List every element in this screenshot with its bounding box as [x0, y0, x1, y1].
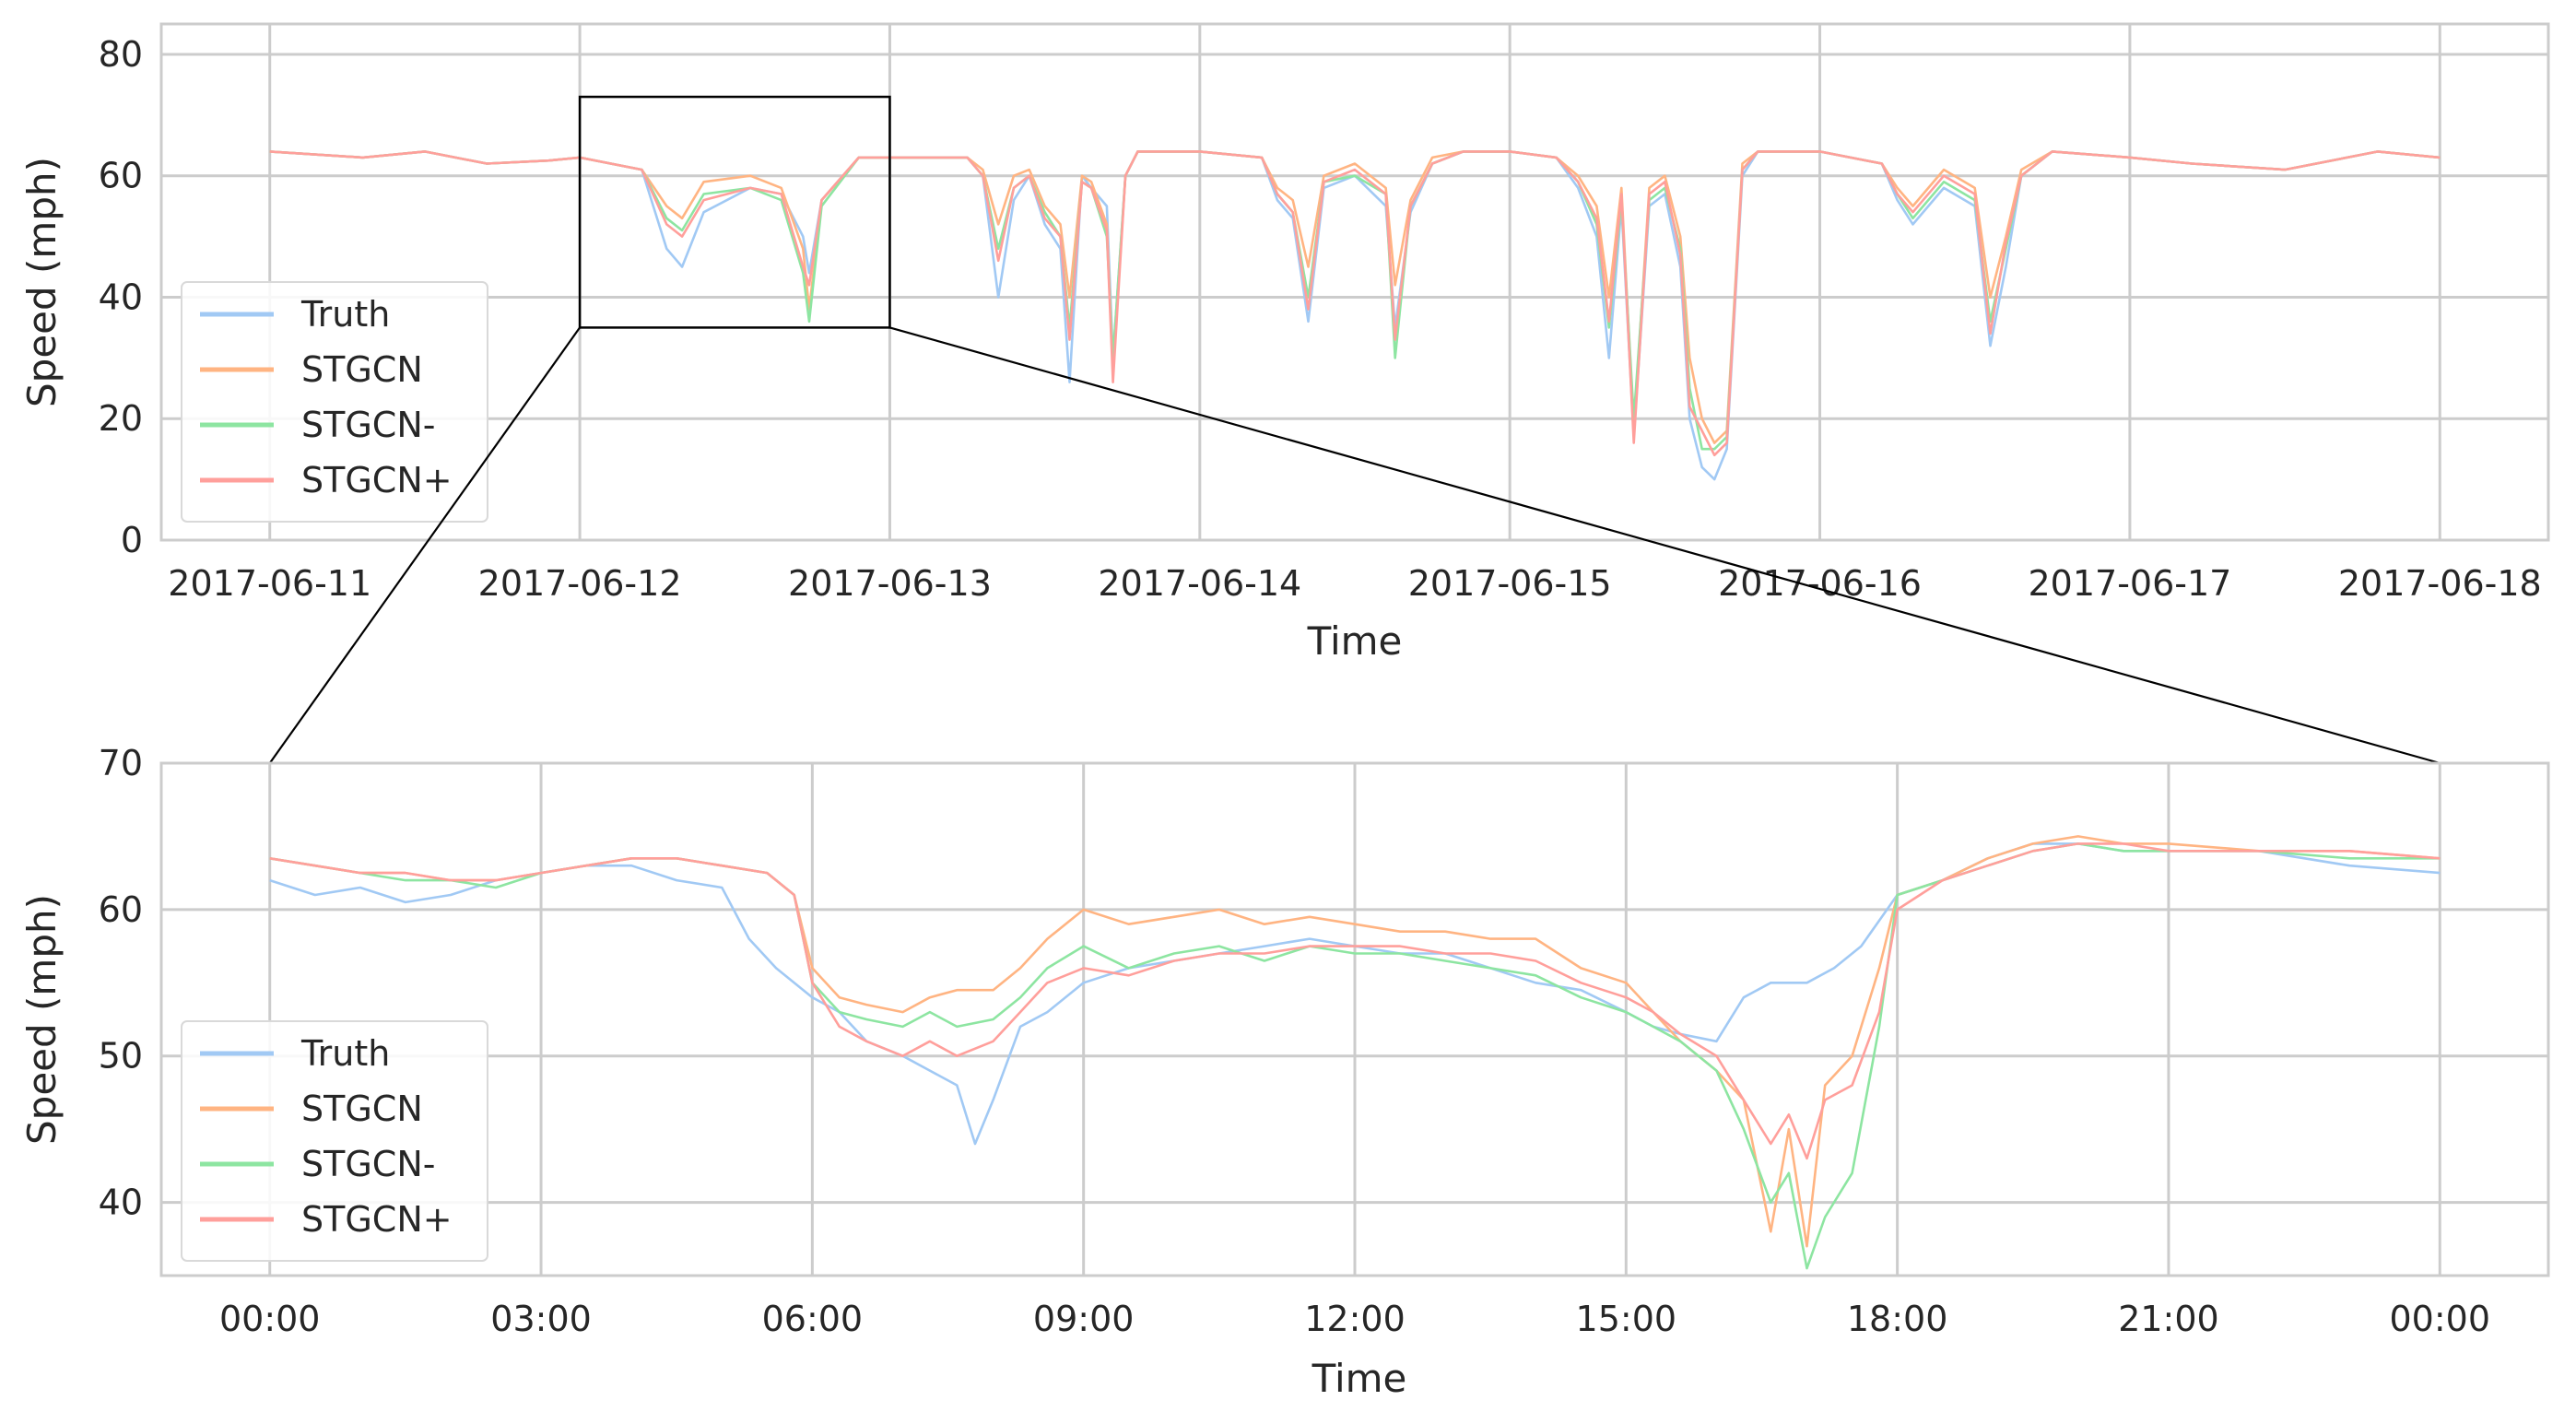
x-tick-label: 2017-06-12 — [478, 563, 682, 604]
y-tick-label: 0 — [121, 520, 143, 560]
y-tick-label: 70 — [99, 743, 143, 783]
x-tick-label: 18:00 — [1847, 1299, 1948, 1339]
y-tick-label: 60 — [99, 156, 143, 196]
zoom-y-ticks: 40 50 60 70 — [99, 743, 143, 1223]
overview-series-lines — [269, 150, 2441, 481]
legend-label: Truth — [300, 1033, 390, 1074]
legend-frame — [181, 1020, 488, 1262]
zoom-x-ticks: 00:00 03:00 06:00 09:00 12:00 15:00 18:00 21:00… — [219, 1299, 2490, 1339]
x-tick-label: 00:00 — [219, 1299, 321, 1339]
zoom-grid — [161, 761, 2548, 1276]
series-line-stgcn- — [269, 842, 2441, 1160]
x-tick-label: 2017-06-11 — [168, 563, 371, 604]
series-line-stgcn — [269, 150, 2441, 444]
zoom-connector-lines — [268, 326, 2441, 765]
legend-label: STGCN- — [301, 1144, 435, 1184]
x-tick-label: 2017-06-14 — [1098, 563, 1301, 604]
zoom-legend: Truth STGCN STGCN- STGCN+ — [181, 1020, 488, 1262]
legend-frame — [181, 281, 488, 523]
zoom-panel: 40 50 60 70 00:00 03:00 06:00 09:00 12:00 15:00 1… — [19, 743, 2550, 1401]
overview-y-ticks: 0 20 40 60 80 — [99, 34, 143, 560]
series-line-stgcn- — [269, 150, 2441, 451]
y-tick-label: 60 — [99, 889, 143, 930]
zoom-x-axis-label: Time — [1312, 1356, 1407, 1401]
legend-label: STGCN+ — [301, 1199, 453, 1240]
overview-y-axis-label: Speed (mph) — [19, 157, 65, 407]
overview-panel: 0 20 40 60 80 2017-06-11 2017-06-12 2017-06-13… — [19, 22, 2550, 664]
x-tick-label: 2017-06-15 — [1408, 563, 1612, 604]
legend-label: STGCN — [301, 349, 423, 390]
x-tick-label: 00:00 — [2390, 1299, 2491, 1339]
x-tick-label: 12:00 — [1304, 1299, 1406, 1339]
legend-label: Truth — [300, 294, 390, 335]
x-tick-label: 21:00 — [2118, 1299, 2219, 1339]
x-tick-label: 06:00 — [762, 1299, 864, 1339]
y-tick-label: 20 — [99, 398, 143, 439]
overview-plot-frame — [159, 22, 2550, 542]
overview-x-ticks: 2017-06-11 2017-06-12 2017-06-13 2017-06-14… — [168, 563, 2541, 604]
overview-grid — [161, 24, 2548, 542]
y-tick-label: 40 — [99, 1183, 143, 1223]
zoom-plot-frame — [159, 761, 2550, 1277]
x-tick-label: 15:00 — [1576, 1299, 1677, 1339]
x-tick-label: 2017-06-18 — [2338, 563, 2542, 604]
connector-left — [268, 326, 581, 764]
x-tick-label: 2017-06-13 — [788, 563, 992, 604]
zoom-y-axis-label: Speed (mph) — [19, 894, 65, 1145]
x-tick-label: 2017-06-17 — [2028, 563, 2231, 604]
x-tick-label: 09:00 — [1033, 1299, 1135, 1339]
y-tick-label: 80 — [99, 34, 143, 75]
legend-label: STGCN+ — [301, 460, 453, 500]
series-line-stgcn- — [269, 150, 2441, 457]
overview-x-axis-label: Time — [1307, 618, 1403, 664]
zoom-region-box — [578, 95, 891, 329]
connector-right — [889, 326, 2441, 765]
y-tick-label: 40 — [99, 277, 143, 317]
y-tick-label: 50 — [99, 1036, 143, 1077]
series-line-truth — [269, 150, 2441, 481]
overview-legend: Truth STGCN STGCN- STGCN+ — [181, 281, 488, 523]
legend-label: STGCN- — [301, 405, 435, 445]
zoom-series-lines — [269, 835, 2441, 1270]
legend-label: STGCN — [301, 1088, 423, 1129]
x-tick-label: 03:00 — [490, 1299, 592, 1339]
